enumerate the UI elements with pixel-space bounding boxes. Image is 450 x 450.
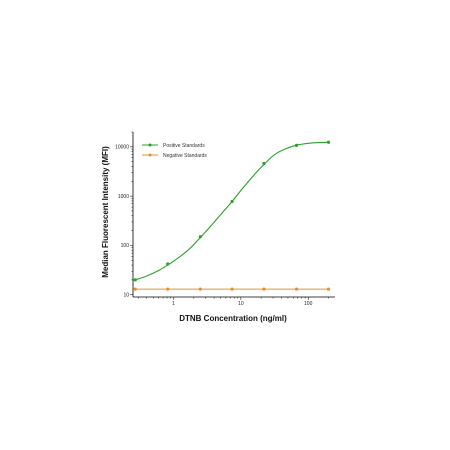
- data-point-negative: [230, 287, 234, 291]
- legend-label-negative: Negative Standards: [163, 153, 207, 159]
- legend-label-positive: Positive Standards: [163, 143, 205, 149]
- legend-entry-positive: Positive Standards: [142, 143, 205, 149]
- series-line-positive: [135, 141, 329, 281]
- x-tick-label: 1: [172, 301, 175, 307]
- data-point-positive: [294, 143, 299, 147]
- data-point-positive: [230, 199, 234, 204]
- y-tick-label: 10: [123, 293, 129, 299]
- data-point-positive: [198, 235, 202, 239]
- y-tick-label: 10000: [115, 145, 129, 151]
- plot-area: 10 100 1000 10000 1 10 100: [115, 131, 335, 307]
- y-axis-title: Median Fluorescent Intensity (MFI): [101, 146, 110, 278]
- data-point-positive: [166, 262, 170, 266]
- data-point-negative: [294, 287, 299, 291]
- legend-entry-negative: Negative Standards: [142, 153, 207, 159]
- y-tick-label: 100: [121, 243, 130, 249]
- data-point-negative: [326, 287, 331, 291]
- data-point-negative: [262, 287, 266, 291]
- data-point-positive: [133, 278, 137, 282]
- legend-marker-positive: [148, 143, 152, 147]
- x-tick-label: 10: [238, 301, 244, 307]
- x-tick-label: 100: [304, 301, 313, 307]
- x-axis-title: DTNB Concentration (ng/ml): [179, 314, 287, 323]
- legend-marker-negative: [148, 153, 152, 157]
- legend: Positive Standards Negative Standards: [142, 143, 207, 159]
- data-point-positive: [326, 140, 331, 144]
- data-point-positive: [262, 161, 266, 166]
- data-point-negative: [166, 287, 170, 291]
- data-point-negative: [198, 287, 202, 291]
- y-tick-label: 1000: [118, 194, 129, 200]
- data-point-negative: [133, 287, 137, 291]
